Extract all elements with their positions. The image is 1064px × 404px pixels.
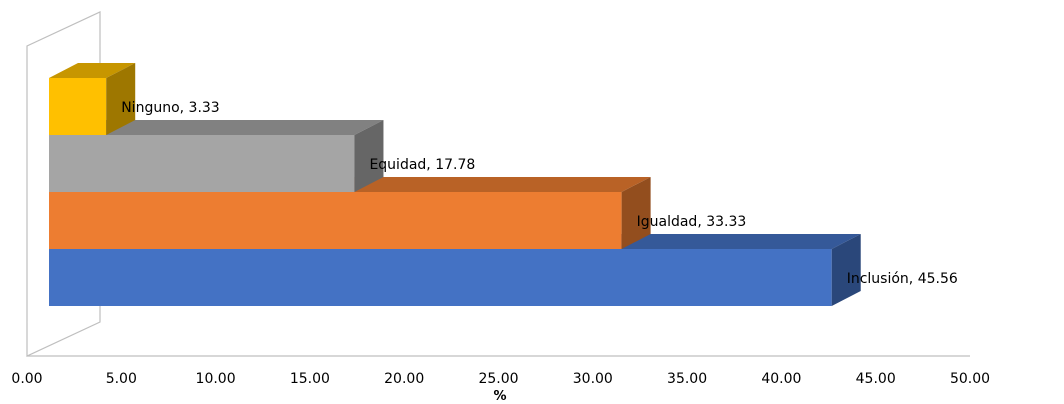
x-tick-label: 5.00 [106, 371, 137, 387]
x-tick-label: 0.00 [11, 371, 42, 387]
x-tick-label: 50.00 [950, 371, 990, 387]
bar-data-label: Equidad, 17.78 [369, 157, 475, 173]
bar-ninguno: Ninguno, 3.33 [49, 63, 220, 135]
bar-equidad: Equidad, 17.78 [49, 120, 475, 192]
bar-data-label: Inclusión, 45.56 [847, 271, 958, 287]
bar-top-face [49, 63, 136, 78]
x-tick-label: 25.00 [478, 371, 518, 387]
bar-front-face [49, 249, 832, 306]
x-tick-label: 35.00 [667, 371, 707, 387]
bar-side-face [106, 63, 136, 135]
bar-front-face [49, 78, 107, 135]
bar-side-face [831, 234, 861, 306]
bars-group: Inclusión, 45.56 Igualdad, 33.33 Equidad, … [49, 63, 958, 306]
bar-side-face [354, 120, 384, 192]
bar-data-label: Ninguno, 3.33 [121, 100, 220, 116]
side-wall [26, 11, 101, 357]
bar-front-face [49, 192, 622, 249]
x-axis-title: % [493, 389, 506, 404]
x-tick-label: 15.00 [290, 371, 330, 387]
bar-data-label: Igualdad, 33.33 [637, 214, 747, 230]
x-tick-label: 40.00 [761, 371, 801, 387]
bar-side-face [621, 177, 651, 249]
bar-front-face [49, 135, 355, 192]
chart-walls [26, 11, 970, 357]
x-tick-label: 45.00 [856, 371, 896, 387]
x-tick-label: 20.00 [384, 371, 424, 387]
x-tick-label: 30.00 [573, 371, 613, 387]
x-axis-ticks: 0.00 5.00 10.00 15.00 20.00 25.00 30.00 35.00 40… [11, 371, 990, 387]
x-tick-label: 10.00 [196, 371, 236, 387]
bar-top-face [49, 120, 384, 135]
